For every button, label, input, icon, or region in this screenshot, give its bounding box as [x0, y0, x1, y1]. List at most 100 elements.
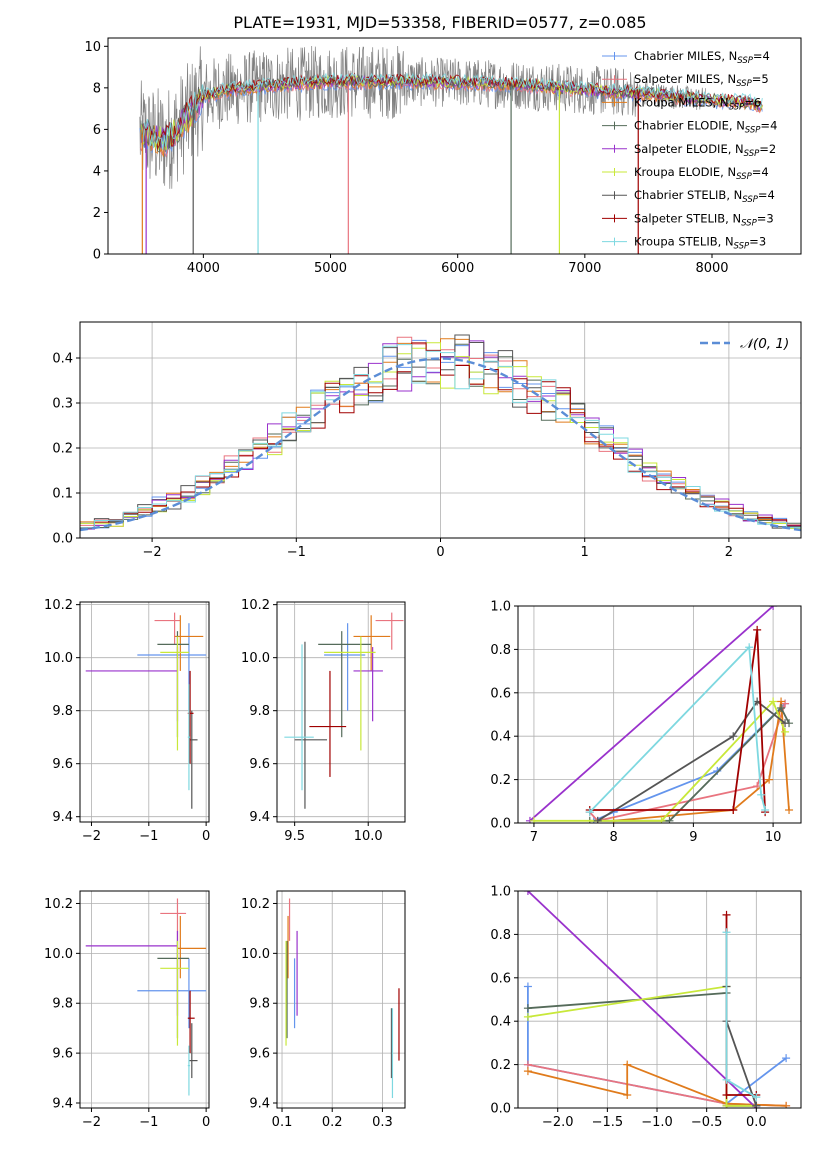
weight-marker	[753, 625, 762, 634]
x-tick-label: 0.1	[272, 1115, 293, 1130]
weight-marker	[523, 1004, 532, 1013]
legend-subscript: SSP	[729, 102, 745, 112]
legend-prefix: N	[725, 235, 734, 249]
x-tick-label: −1	[287, 545, 306, 560]
figure-title: PLATE=1931, MJD=53358, FIBERID=0577, z=0…	[233, 13, 646, 32]
y-tick-label: 0.8	[490, 928, 511, 943]
x-tick-label: 8000	[695, 261, 728, 276]
legend-sep: ,	[725, 211, 732, 225]
weight-series-kroupa-stelib	[722, 928, 761, 1102]
y-tick-label: 10.0	[44, 947, 73, 962]
legend-label: Salpeter ELODIE, NSSP=2	[634, 142, 776, 159]
legend-entry: Kroupa STELIB, NSSP=3	[602, 235, 766, 252]
legend-eq: =	[752, 165, 762, 179]
legend-model: Kroupa MILES	[634, 95, 713, 109]
weight-marker	[752, 1093, 761, 1102]
plot-area-residuals	[80, 334, 801, 532]
y-tick-label: 9.6	[52, 757, 73, 772]
legend-model: Chabrier MILES	[634, 49, 721, 63]
panel-z-mass: −2 −1 0 9.4 9.6 9.8 10.0 10.2	[44, 890, 210, 1130]
weight-marker	[523, 891, 532, 895]
legend-n: 3	[759, 235, 766, 249]
legend-eq: =	[753, 49, 763, 63]
weight-marker	[523, 1012, 532, 1021]
x-tick-label: 0	[202, 1115, 210, 1130]
plot-area-spectrum	[139, 45, 764, 254]
errorbar-salpeter-miles	[160, 898, 187, 941]
legend-n: 4	[770, 119, 777, 133]
weight-marker	[722, 928, 731, 937]
panel-z-weight: −2.0 −1.5 −1.0 −0.5 0.0 0.0 0.2 0.4 0.6 0.8 1.0	[490, 885, 802, 1130]
errorbar-chabrier-elodie	[157, 631, 189, 738]
plot-area-mass-age	[284, 612, 404, 809]
weight-marker	[752, 1101, 761, 1108]
y-tick-label: 9.4	[52, 810, 73, 825]
y-tick-label: 9.4	[249, 810, 270, 825]
weight-marker	[782, 1054, 791, 1063]
legend-sep: ,	[728, 142, 735, 156]
x-tick-label: −2	[82, 829, 101, 844]
y-tick-label: 0.2	[490, 1058, 511, 1073]
weight-marker	[777, 703, 786, 712]
legend-subscript: SSP	[736, 79, 752, 89]
legend-prefix: N	[734, 188, 743, 202]
weight-marker	[593, 816, 602, 823]
legend-subscript: SSP	[737, 56, 753, 66]
legend-n: 3	[766, 211, 773, 225]
weight-marker	[529, 816, 538, 823]
panel-z-age: −2 −1 0 9.4 9.6 9.8 10.0 10.2	[44, 598, 210, 844]
x-tick-label: 0.0	[746, 1115, 767, 1130]
legend-label: Chabrier STELIB, NSSP=4	[634, 188, 775, 205]
legend-entry: Chabrier STELIB, NSSP=4	[602, 188, 775, 205]
y-tick-label: 10.0	[241, 651, 270, 666]
y-tick-label: 0.2	[490, 773, 511, 788]
y-tick-label: 0.0	[490, 1102, 511, 1117]
x-tick-label: −1.5	[592, 1115, 624, 1130]
errorbar-kroupa-stelib	[187, 1045, 191, 1096]
weight-line	[589, 629, 766, 813]
y-tick-label: 10.2	[241, 598, 270, 613]
weight-marker	[781, 719, 790, 728]
y-tick-label: 9.6	[249, 1047, 270, 1062]
axes-frame	[276, 890, 406, 1109]
normal-curve	[80, 357, 801, 532]
errorbar-chabrier-elodie	[318, 631, 372, 738]
weight-marker	[722, 1101, 731, 1108]
y-tick-label: 1.0	[490, 600, 511, 615]
x-tick-label: 2	[725, 545, 733, 560]
errorbar-kroupa-miles	[353, 615, 391, 671]
weight-marker	[757, 790, 766, 799]
weight-marker	[769, 606, 778, 610]
y-tick-label: 1.0	[490, 885, 511, 900]
y-tick-label: 0.0	[52, 532, 73, 547]
errorbar-chabrier-miles	[137, 958, 207, 1029]
y-tick-label: 9.8	[249, 997, 270, 1012]
legend-label: Kroupa ELODIE, NSSP=4	[634, 165, 769, 182]
y-tick-label: 0.0	[490, 817, 511, 832]
errorbar-kroupa-stelib	[284, 644, 314, 791]
weight-marker	[623, 1090, 632, 1099]
weight-series-salpeter-elodie	[525, 606, 778, 823]
x-tick-label: −1.0	[641, 1115, 673, 1130]
legend-entry: Kroupa MILES, NSSP=6	[602, 95, 761, 112]
axes-frame	[107, 37, 802, 255]
weight-marker	[729, 805, 738, 814]
axes-frame	[517, 605, 802, 824]
weight-marker	[722, 910, 731, 919]
legend-label: Salpeter STELIB, NSSP=3	[634, 211, 774, 228]
weight-marker	[761, 805, 770, 814]
weight-marker	[623, 1060, 632, 1069]
weight-marker	[665, 816, 674, 823]
panel-ebv-mass: 0.1 0.2 0.3 9.4 9.6 9.8 10.0 10.2	[241, 890, 406, 1130]
legend-sep: ,	[721, 49, 728, 63]
x-tick-label: 9.5	[284, 829, 305, 844]
axes-frame	[79, 601, 210, 823]
plot-area-z-age	[85, 612, 207, 809]
errorbar-salpeter-stelib	[309, 670, 347, 777]
weight-marker	[782, 1101, 791, 1108]
legend-eq: =	[744, 95, 754, 109]
x-tick-label: −1	[139, 829, 158, 844]
legend-sep: ,	[720, 165, 727, 179]
